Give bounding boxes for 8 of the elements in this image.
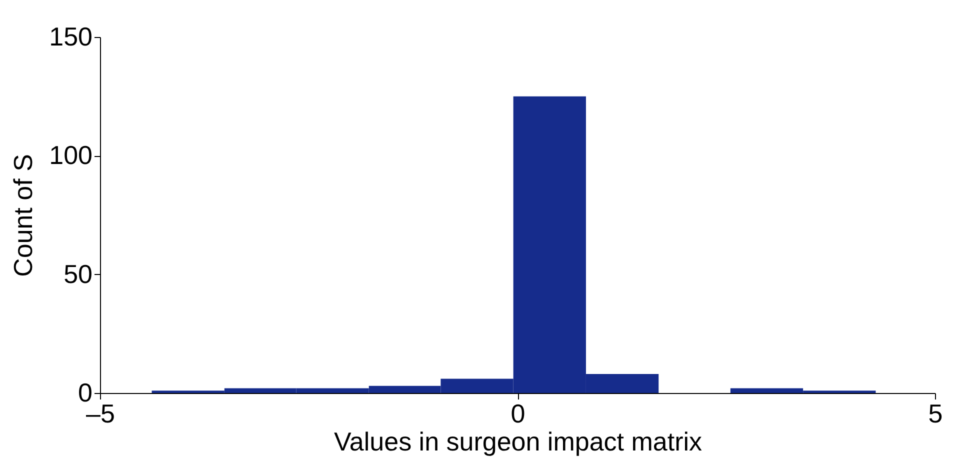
x-tick-label: 5 <box>928 398 943 428</box>
y-tick-label: 0 <box>78 378 92 408</box>
y-tick-label: 50 <box>64 258 92 289</box>
x-axis-title: Values in surgeon impact matrix <box>334 426 702 456</box>
y-tick-label: 100 <box>49 140 92 170</box>
x-tick-label: 0 <box>510 398 526 428</box>
y-axis-title: Count of S <box>8 154 38 277</box>
y-tick-label: 150 <box>49 22 92 52</box>
